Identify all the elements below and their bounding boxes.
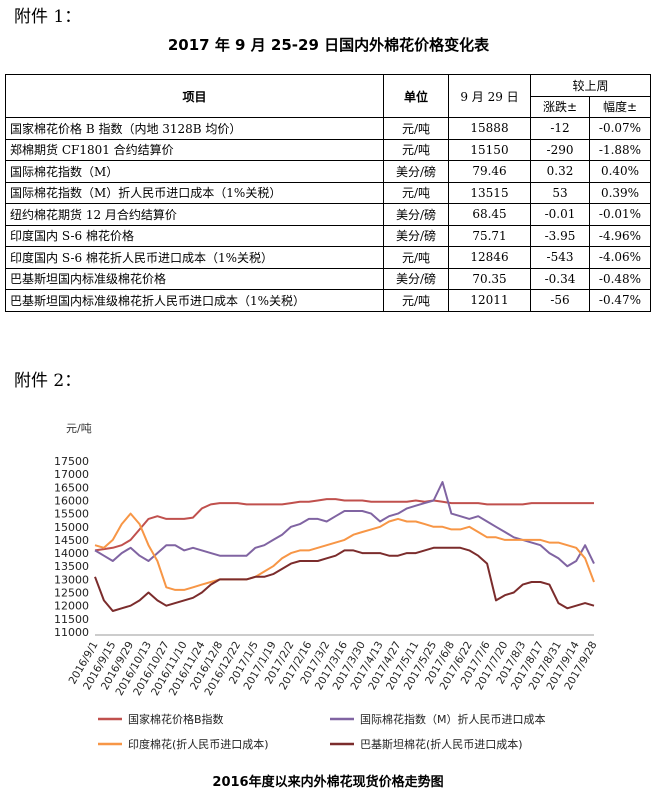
table-cell: -4.06% (589, 246, 651, 269)
header-cell: 涨跌± (530, 95, 590, 118)
table-cell: 元/吨 (383, 138, 449, 161)
table-cell: 国际棉花指数（M）折人民币进口成本（1%关税） (5, 181, 384, 204)
table-cell: 12011 (448, 289, 531, 312)
table-cell: 0.40% (589, 160, 651, 183)
header-cell: 较上周 (530, 74, 651, 97)
legend-label: 印度棉花(折人民币进口成本) (128, 737, 269, 751)
y-tick-label: 13000 (54, 573, 89, 586)
legend-label: 巴基斯坦棉花(折人民币进口成本) (360, 737, 523, 751)
table-cell: -0.07% (589, 117, 651, 140)
table-cell: 纽约棉花期货 12 月合约结算价 (5, 203, 384, 226)
price-table: 项目 单位 9 月 29 日 较上周 涨跌± 幅度± 国家棉花价格 B 指数（内… (5, 74, 651, 312)
table-cell: 13515 (448, 181, 531, 204)
y-tick-label: 13500 (54, 560, 89, 573)
y-tick-label: 16500 (54, 481, 89, 494)
table-cell: 0.39% (589, 181, 651, 204)
table-cell: 印度国内 S-6 棉花价格 (5, 224, 384, 247)
table-cell: 0.32 (530, 160, 590, 183)
table-row: 纽约棉花期货 12 月合约结算价 美分/磅 68.45 -0.01 -0.01% (5, 203, 651, 226)
y-tick-label: 12500 (54, 587, 89, 600)
table-cell: 印度国内 S-6 棉花折人民币进口成本（1%关税） (5, 246, 384, 269)
y-tick-label: 17500 (54, 455, 89, 468)
table-cell: 元/吨 (383, 246, 449, 269)
table-cell: -543 (530, 246, 590, 269)
legend-label: 国际棉花指数（M）折人民币进口成本 (360, 712, 546, 726)
table-cell: -0.48% (589, 267, 651, 290)
table-cell: -0.01 (530, 203, 590, 226)
table-cell: -290 (530, 138, 590, 161)
attachment-label: 附件 2： (14, 371, 82, 391)
table-row: 巴基斯坦国内标准级棉花价格 美分/磅 70.35 -0.34 -0.48% (5, 267, 651, 290)
table-cell: 元/吨 (383, 289, 449, 312)
table-cell: -0.34 (530, 267, 590, 290)
header-cell: 单位 (383, 74, 449, 118)
table-cell: 53 (530, 181, 590, 204)
table-cell: 12846 (448, 246, 531, 269)
table-cell: -3.95 (530, 224, 590, 247)
table-cell: -0.01% (589, 203, 651, 226)
table-cell: 郑棉期货 CF1801 合约结算价 (5, 138, 384, 161)
table-row: 国家棉花价格 B 指数（内地 3128B 均价） 元/吨 15888 -12 -0.07… (5, 117, 651, 140)
table-row: 印度国内 S-6 棉花价格 美分/磅 75.71 -3.95 -4.96% (5, 224, 651, 247)
table-cell: -0.47% (589, 289, 651, 312)
table-row: 国际棉花指数（M）折人民币进口成本（1%关税） 元/吨 13515 53 0.39% (5, 181, 651, 204)
table-cell: -56 (530, 289, 590, 312)
series-line (94, 481, 595, 568)
y-tick-label: 16000 (54, 494, 89, 507)
chart-title: 2016年度以来内外棉花现货价格走势图 (212, 774, 443, 790)
series-line (94, 546, 595, 612)
series-line (94, 498, 594, 552)
series-line (94, 512, 595, 591)
table-body: 国家棉花价格 B 指数（内地 3128B 均价） 元/吨 15888 -12 -0.07… (5, 117, 651, 312)
table-cell: 美分/磅 (383, 160, 449, 183)
header-cell: 项目 (5, 74, 384, 118)
table-row: 巴基斯坦国内标准级棉花折人民币进口成本（1%关税） 元/吨 12011 -56 -0.4… (5, 289, 651, 312)
y-tick-label: 17000 (54, 468, 89, 481)
table-cell: 75.71 (448, 224, 531, 247)
table-cell: 美分/磅 (383, 224, 449, 247)
table-row: 国际棉花指数（M） 美分/磅 79.46 0.32 0.40% (5, 160, 651, 183)
table-cell: 国家棉花价格 B 指数（内地 3128B 均价） (5, 117, 384, 140)
table-cell: 美分/磅 (383, 203, 449, 226)
table-title: 2017 年 9 月 25-29 日国内外棉花价格变化表 (167, 36, 490, 54)
table-row: 印度国内 S-6 棉花折人民币进口成本（1%关税） 元/吨 12846 -543 -4.… (5, 246, 651, 269)
table-cell: 68.45 (448, 203, 531, 226)
table-cell: -1.88% (589, 138, 651, 161)
table-cell: 15150 (448, 138, 531, 161)
y-tick-label: 14000 (54, 547, 89, 560)
y-tick-label: 12000 (54, 600, 89, 613)
y-tick-label: 15000 (54, 521, 89, 534)
y-tick-label: 14500 (54, 534, 89, 547)
table-cell: -4.96% (589, 224, 651, 247)
table-cell: 70.35 (448, 267, 531, 290)
table-cell: 79.46 (448, 160, 531, 183)
y-tick-label: 11500 (54, 613, 89, 626)
table-cell: 15888 (448, 117, 531, 140)
y-axis-label: 元/吨 (66, 422, 92, 435)
chart: 元/吨 1100011500120001250013000135001400014… (54, 422, 600, 790)
table-cell: -12 (530, 117, 590, 140)
header-cell: 幅度± (589, 95, 651, 118)
table-row: 郑棉期货 CF1801 合约结算价 元/吨 15150 -290 -1.88% (5, 138, 651, 161)
table-cell: 巴基斯坦国内标准级棉花折人民币进口成本（1%关税） (5, 289, 384, 312)
y-tick-label: 11000 (54, 626, 89, 639)
legend-label: 国家棉花价格B指数 (128, 712, 224, 726)
table-cell: 元/吨 (383, 181, 449, 204)
table-cell: 国际棉花指数（M） (5, 160, 384, 183)
header-cell: 9 月 29 日 (448, 74, 531, 118)
table-cell: 巴基斯坦国内标准级棉花价格 (5, 267, 384, 290)
table-cell: 美分/磅 (383, 267, 449, 290)
y-tick-label: 15500 (54, 508, 89, 521)
attachment-label: 附件 1： (14, 7, 82, 27)
table-cell: 元/吨 (383, 117, 449, 140)
